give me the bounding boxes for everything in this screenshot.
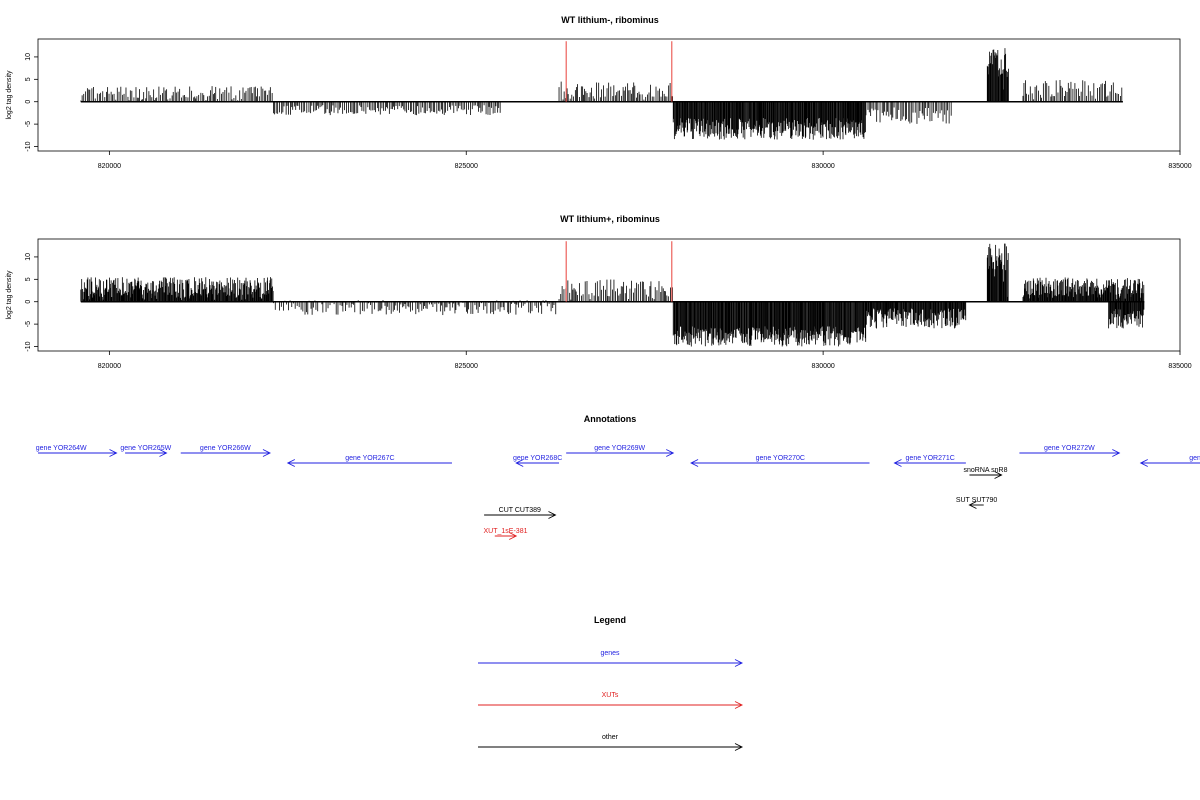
x-tick-label: 825000 — [455, 163, 478, 170]
feature-other: SUT SUT790 — [956, 497, 998, 509]
arrow-head — [1139, 459, 1148, 467]
arrow-head — [109, 449, 118, 457]
y-tick-label: 10 — [25, 253, 32, 261]
legend-label: XUTs — [602, 692, 619, 699]
x-tick-label: 825000 — [455, 363, 478, 370]
feature-label: gene YOR272W — [1044, 445, 1095, 452]
feature-label: gene YOR273C — [1189, 455, 1200, 462]
x-tick-label: 830000 — [811, 163, 834, 170]
arrow-head — [994, 471, 1003, 479]
feature-label: gene YOR271C — [906, 455, 955, 462]
y-tick-label: -10 — [25, 341, 32, 351]
x-tick-label: 820000 — [98, 363, 121, 370]
arrow-head — [968, 501, 977, 509]
legend: Legend genes XUTs other — [478, 615, 744, 751]
arrow-head — [734, 659, 744, 667]
arrow-head — [1112, 449, 1121, 457]
annotations-title: Annotations — [584, 414, 637, 424]
feature-gene: gene YOR266W — [180, 445, 271, 457]
feature-label: CUT CUT389 — [499, 507, 541, 514]
y-tick-label: 10 — [25, 53, 32, 61]
arrow-head — [262, 449, 271, 457]
feature-xut: XUT_1sE-381 — [484, 528, 528, 540]
x-tick-label: 835000 — [1168, 363, 1191, 370]
feature-label: SUT SUT790 — [956, 497, 998, 504]
x-tick-label: 820000 — [98, 163, 121, 170]
legend-item: genes — [478, 650, 744, 667]
x-tick-label: 835000 — [1168, 163, 1191, 170]
arrow-head — [690, 459, 699, 467]
legend-item: other — [478, 734, 744, 751]
annotations-panel: Annotations gene YOR264W gene YOR265W gene… — [36, 414, 1200, 540]
y-tick-label: 5 — [25, 277, 32, 281]
feature-other: CUT CUT389 — [484, 507, 557, 519]
feature-gene: gene YOR268C — [513, 455, 562, 467]
y-tick-label: -10 — [25, 141, 32, 151]
legend-item: XUTs — [478, 692, 744, 709]
arrow-head — [734, 743, 744, 751]
feature-label: gene YOR267C — [345, 455, 394, 462]
feature-label: gene YOR265W — [120, 445, 171, 452]
feature-gene: gene YOR267C — [286, 455, 452, 467]
feature-label: XUT_1sE-381 — [484, 528, 528, 535]
feature-gene: gene YOR265W — [120, 445, 172, 457]
feature-gene: gene YOR270C — [690, 455, 870, 467]
x-tick-label: 830000 — [811, 363, 834, 370]
arrow-head — [509, 532, 518, 540]
arrow-head — [286, 459, 296, 467]
feature-label: gene YOR266W — [200, 445, 251, 452]
plot-frame — [37, 38, 1181, 152]
feature-gene: gene YOR273C — [1139, 455, 1200, 467]
y-axis-label: log2 tag density — [6, 70, 13, 120]
feature-other: snoRNA snR8 — [964, 467, 1008, 479]
arrow-head — [666, 449, 675, 457]
y-tick-label: 0 — [25, 300, 32, 304]
arrow-head — [515, 459, 524, 467]
feature-gene: gene YOR272W — [1019, 445, 1121, 457]
feature-gene: gene YOR264W — [36, 445, 118, 457]
arrow-head — [159, 449, 168, 457]
legend-title: Legend — [594, 615, 626, 625]
feature-label: gene YOR270C — [756, 455, 805, 462]
feature-label: gene YOR269W — [594, 445, 645, 452]
plot-frame — [37, 238, 1181, 352]
arrow-head — [734, 701, 744, 709]
legend-label: genes — [600, 650, 620, 657]
track-panel-lithium-plus: WT lithium+, ribominus log2 tag density … — [6, 214, 1192, 370]
y-tick-label: -5 — [25, 321, 32, 327]
track-title: WT lithium-, ribominus — [561, 15, 659, 25]
y-tick-label: 0 — [25, 100, 32, 104]
y-tick-label: -5 — [25, 121, 32, 127]
feature-gene: gene YOR269W — [566, 445, 675, 457]
legend-label: other — [602, 734, 619, 741]
track-title: WT lithium+, ribominus — [560, 214, 660, 224]
y-tick-label: 5 — [25, 77, 32, 81]
arrow-head — [893, 459, 902, 467]
arrow-head — [548, 511, 557, 519]
feature-label: snoRNA snR8 — [964, 467, 1008, 474]
feature-label: gene YOR268C — [513, 455, 562, 462]
feature-label: gene YOR264W — [36, 445, 87, 452]
track-panel-lithium-minus: WT lithium-, ribominus log2 tag density … — [6, 15, 1192, 170]
y-axis-label: log2 tag density — [6, 270, 13, 320]
feature-gene: gene YOR271C — [893, 455, 966, 467]
